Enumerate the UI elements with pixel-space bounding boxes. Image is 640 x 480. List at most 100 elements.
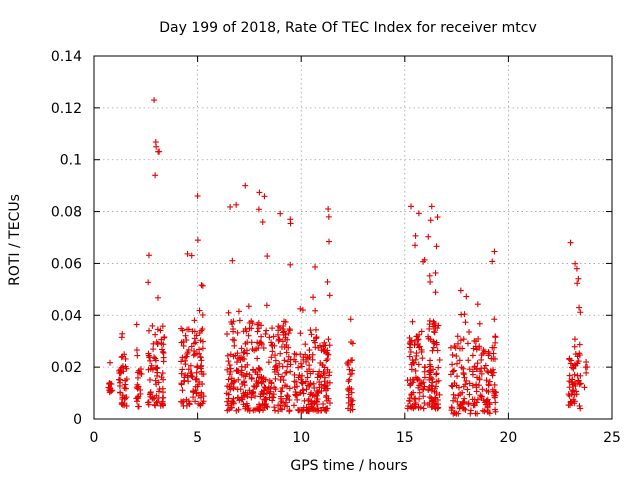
data-point [305, 397, 312, 404]
data-point [277, 402, 284, 409]
data-point [431, 328, 438, 335]
data-point [416, 389, 423, 396]
data-point [425, 333, 432, 340]
data-point [187, 362, 194, 369]
data-point [191, 335, 198, 342]
data-point [257, 339, 264, 346]
data-point [577, 309, 584, 316]
data-point [432, 269, 439, 276]
data-point [414, 337, 421, 344]
data-point [269, 342, 276, 349]
data-point [467, 407, 474, 414]
data-point [251, 383, 258, 390]
data-point [238, 345, 245, 352]
data-point [198, 362, 205, 369]
data-point [287, 216, 294, 223]
y-tick-label: 0.12 [51, 101, 82, 117]
data-point [409, 379, 416, 386]
data-point [413, 333, 420, 340]
data-point [152, 331, 159, 338]
data-point [230, 325, 237, 332]
data-point [278, 388, 285, 395]
data-point [452, 395, 459, 402]
data-point [571, 371, 578, 378]
data-point [314, 390, 321, 397]
data-point [154, 294, 161, 301]
data-point [420, 393, 427, 400]
data-point [471, 337, 478, 344]
data-point [483, 377, 490, 384]
data-point [244, 391, 251, 398]
data-point [490, 355, 497, 362]
data-point [281, 357, 288, 364]
data-point [185, 326, 192, 333]
data-point [180, 378, 187, 385]
data-point [283, 383, 290, 390]
data-point [491, 316, 498, 323]
data-point [184, 372, 191, 379]
data-point [464, 340, 471, 347]
data-point [325, 238, 332, 245]
data-point [250, 367, 257, 374]
data-point [492, 399, 499, 406]
data-point [266, 390, 273, 397]
data-point [345, 378, 352, 385]
data-point [254, 380, 261, 387]
data-point [347, 402, 354, 409]
data-point [278, 373, 285, 380]
data-point [406, 334, 413, 341]
data-point [152, 402, 159, 409]
data-point [287, 327, 294, 334]
data-point [196, 346, 203, 353]
data-point [241, 356, 248, 363]
data-point [473, 346, 480, 353]
data-point [257, 393, 264, 400]
data-point [235, 376, 242, 383]
data-point [466, 380, 473, 387]
data-point [462, 319, 469, 326]
x-tick-label: 15 [396, 430, 414, 446]
data-point [261, 402, 268, 409]
data-point [451, 367, 458, 374]
data-point [575, 377, 582, 384]
data-point [191, 328, 198, 335]
y-tick-label: 0.08 [51, 205, 82, 221]
data-point [434, 325, 441, 332]
y-tick-label: 0.1 [60, 153, 82, 169]
data-point [426, 394, 433, 401]
data-point [283, 369, 290, 376]
data-point [474, 374, 481, 381]
data-point [476, 382, 483, 389]
data-point [227, 368, 234, 375]
data-point [192, 376, 199, 383]
data-point [188, 252, 195, 259]
data-point [576, 402, 583, 409]
data-point [304, 406, 311, 413]
data-point [188, 369, 195, 376]
data-point [308, 331, 315, 338]
data-point [133, 384, 140, 391]
data-point [450, 410, 457, 417]
data-point [199, 282, 206, 289]
data-point [576, 341, 583, 348]
data-point [574, 280, 581, 287]
data-point [287, 361, 294, 368]
data-point [145, 279, 152, 286]
data-point [122, 363, 129, 370]
data-point [145, 399, 152, 406]
data-point [281, 343, 288, 350]
data-point [158, 340, 165, 347]
data-point [467, 410, 474, 417]
data-point [469, 368, 476, 375]
data-point [156, 148, 163, 155]
data-point [575, 275, 582, 282]
data-point [489, 372, 496, 379]
data-point [146, 376, 153, 383]
data-point [274, 331, 281, 338]
data-point [433, 370, 440, 377]
data-point [569, 381, 576, 388]
data-point [310, 368, 317, 375]
data-point [449, 383, 456, 390]
data-point [198, 357, 205, 364]
data-point [571, 361, 578, 368]
